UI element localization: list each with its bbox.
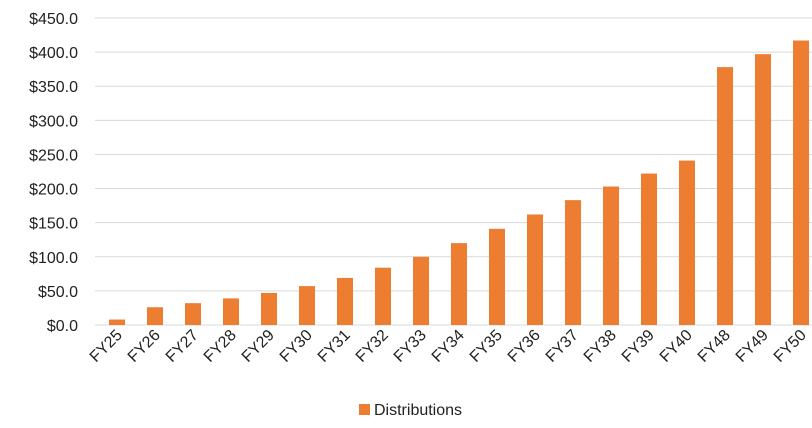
y-tick-label: $450.0 — [29, 11, 78, 28]
bar-fy49 — [755, 54, 771, 325]
x-tick-label: FY26 — [125, 327, 164, 366]
y-tick-label: $250.0 — [29, 147, 78, 164]
bar-fy29 — [261, 292, 277, 325]
x-tick-label: FY28 — [201, 327, 240, 366]
bar-fy32 — [375, 267, 391, 325]
bar-fy26 — [147, 307, 163, 325]
bar-fy33 — [413, 256, 429, 325]
x-tick-label: FY49 — [733, 327, 772, 366]
y-tick-label: $0.0 — [47, 318, 78, 335]
bar-fy27 — [185, 303, 201, 325]
bar-fy34 — [451, 243, 467, 325]
y-axis-ticks: $0.0 $50.0 $100.0 $150.0 $200.0 $250.0 $300.0 $… — [29, 11, 78, 335]
bar-fy36 — [527, 214, 543, 325]
y-tick-label: $50.0 — [38, 284, 78, 301]
y-tick-label: $200.0 — [29, 182, 78, 199]
x-tick-label: FY48 — [695, 327, 734, 366]
x-tick-label: FY40 — [657, 327, 696, 366]
x-tick-label: FY36 — [505, 327, 544, 366]
y-tick-label: $100.0 — [29, 250, 78, 267]
x-tick-label: FY31 — [315, 327, 354, 366]
bar-fy40 — [679, 160, 695, 325]
x-tick-label: FY29 — [239, 327, 278, 366]
x-tick-label: FY37 — [543, 327, 582, 366]
legend-swatch-distributions — [359, 404, 370, 415]
x-tick-label: FY30 — [277, 327, 316, 366]
x-tick-label: FY38 — [581, 327, 620, 366]
x-tick-label: FY50 — [771, 327, 810, 366]
bar-fy39 — [641, 173, 657, 325]
y-tick-label: $350.0 — [29, 79, 78, 96]
bar-fy48 — [717, 67, 733, 326]
x-tick-label: FY27 — [163, 327, 202, 366]
x-tick-label: FY33 — [391, 327, 430, 366]
bar-fy28 — [223, 298, 239, 325]
x-tick-label: FY35 — [467, 327, 506, 366]
y-tick-label: $150.0 — [29, 216, 78, 233]
bars — [109, 40, 809, 326]
x-tick-label: FY25 — [87, 327, 126, 366]
x-tick-label: FY32 — [353, 327, 392, 366]
x-axis-ticks: FY25FY26FY27FY28FY29FY30FY31FY32FY33FY34… — [87, 327, 810, 366]
gridlines — [95, 17, 812, 326]
bar-fy30 — [299, 286, 315, 325]
bar-fy38 — [603, 186, 619, 325]
legend: Distributions — [359, 402, 462, 419]
bar-fy50 — [793, 40, 809, 325]
x-tick-label: FY39 — [619, 327, 658, 366]
bar-fy31 — [337, 277, 353, 325]
x-tick-label: FY34 — [429, 327, 468, 366]
bar-fy35 — [489, 228, 505, 325]
y-tick-label: $400.0 — [29, 45, 78, 62]
bar-fy25 — [109, 319, 125, 325]
bar-fy37 — [565, 200, 581, 325]
legend-label-distributions: Distributions — [374, 402, 462, 419]
y-tick-label: $300.0 — [29, 113, 78, 130]
